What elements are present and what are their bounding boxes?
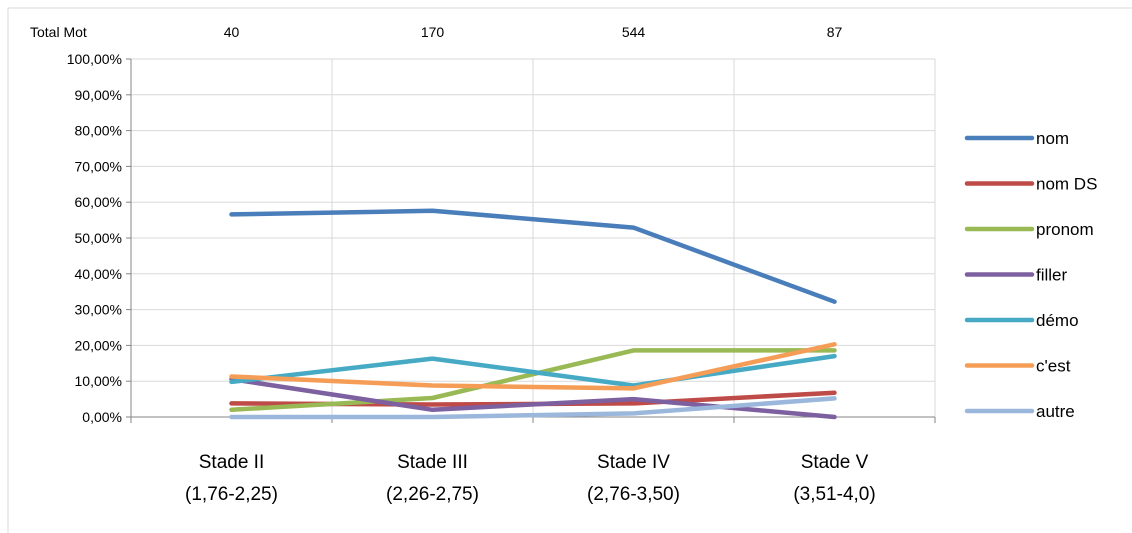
y-tick-label: 30,00% xyxy=(75,302,122,318)
series-line-6 xyxy=(229,396,837,420)
x-tick-label: Stade V xyxy=(801,452,869,473)
y-tick-label: 50,00% xyxy=(75,230,122,246)
x-tick-label: Stade II xyxy=(199,452,265,473)
legend-label: nom xyxy=(1036,129,1069,148)
series-line-4 xyxy=(229,353,837,388)
legend-label: nom DS xyxy=(1036,175,1097,194)
y-tick-label: 20,00% xyxy=(75,337,122,353)
header-value: 87 xyxy=(827,24,843,40)
x-tick-sublabel: (2,76-3,50) xyxy=(587,484,680,505)
series-line-5 xyxy=(229,342,837,391)
y-tick-label: 60,00% xyxy=(75,194,122,210)
x-tick-label: Stade III xyxy=(397,452,468,473)
y-tick-label: 90,00% xyxy=(75,87,122,103)
header-value: 170 xyxy=(421,24,445,40)
y-tick-label: 70,00% xyxy=(75,158,122,174)
header-label: Total Mot xyxy=(30,24,87,40)
legend-label: filler xyxy=(1036,266,1068,285)
x-tick-sublabel: (3,51-4,0) xyxy=(793,484,875,505)
x-tick-sublabel: (2,26-2,75) xyxy=(386,484,479,505)
series-line-0 xyxy=(229,208,837,304)
legend-label: autre xyxy=(1036,402,1075,421)
header-value: 544 xyxy=(622,24,646,40)
legend-label: pronom xyxy=(1036,220,1094,239)
header-value: 40 xyxy=(224,24,240,40)
legend-label: démo xyxy=(1036,311,1079,330)
y-tick-label: 0,00% xyxy=(82,409,122,425)
legend-label: c'est xyxy=(1036,357,1071,376)
y-tick-label: 100,00% xyxy=(67,51,122,67)
y-tick-label: 80,00% xyxy=(75,123,122,139)
x-tick-sublabel: (1,76-2,25) xyxy=(185,484,278,505)
x-tick-label: Stade IV xyxy=(597,452,670,473)
y-tick-label: 10,00% xyxy=(75,373,122,389)
y-tick-label: 40,00% xyxy=(75,266,122,282)
